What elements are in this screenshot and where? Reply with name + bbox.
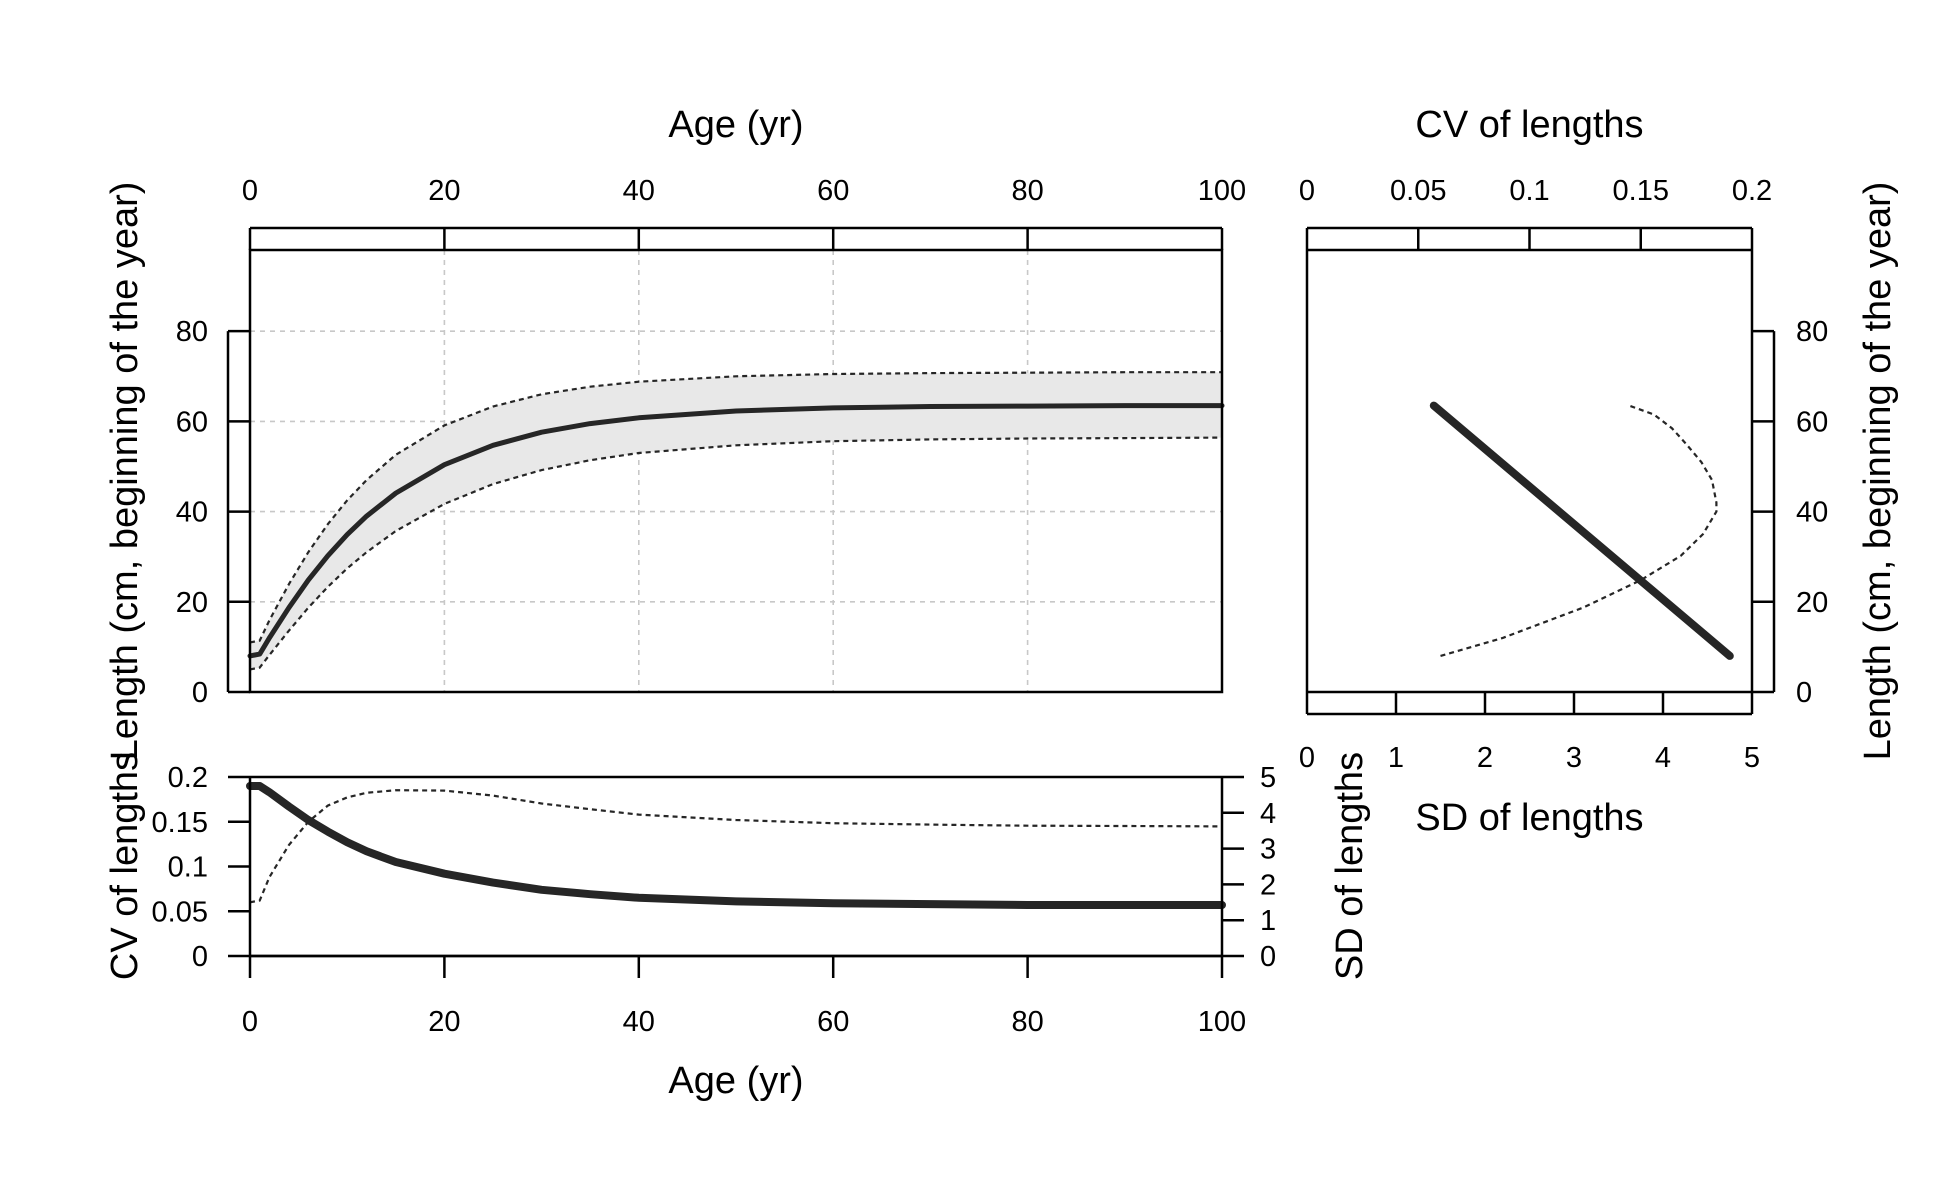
y-tick-label-left: 0.05 [152,896,208,928]
x-tick-label-bottom: 1 [1388,742,1404,774]
x-tick-label-bottom: 0 [1299,742,1315,774]
x-tick-label-top: 40 [623,175,655,207]
plot-frame [248,248,1224,694]
y-tick-label-right: 0 [1260,941,1276,973]
y-tick-label-left: 0.15 [152,807,208,839]
x-tick-label-top: 0 [242,175,258,207]
y-axis-title: Length (cm, beginning of the year) [104,182,146,761]
x-tick-label-top: 0.1 [1509,175,1549,207]
y-axis-title-right: SD of lengths [1329,752,1371,980]
x-tick-label-top: 0.2 [1732,175,1772,207]
y-tick-label-right: 5 [1260,762,1276,794]
interval-band [250,372,1222,670]
x-tick-label-bottom: 60 [817,1006,849,1038]
y-tick-label-right: 40 [1796,497,1828,529]
x-tick-label-bottom: 3 [1566,742,1582,774]
x-tick-label-top: 100 [1198,175,1246,207]
y-tick-label-right: 2 [1260,869,1276,901]
growth-panel: 0 20 40 60 80 100 Age (yr) 0 20 40 60 80 Length (cm,… [104,104,1246,760]
y-axis-title-right: Length (cm, beginning of the year) [1857,182,1899,761]
x-tick-label-bottom: 100 [1198,1006,1246,1038]
y-tick-label-right: 0 [1796,677,1812,709]
y-tick-label: 40 [176,497,208,529]
x-tick-label-bottom: 20 [428,1006,460,1038]
cv-by-length-line [1429,401,1734,660]
x-tick-label-bottom: 40 [623,1006,655,1038]
x-axis-title-bottom: SD of lengths [1415,797,1643,839]
x-tick-label-bottom: 5 [1744,742,1760,774]
sd-line [249,789,1223,904]
x-tick-label-top: 80 [1011,175,1043,207]
y-tick-label-right: 20 [1796,587,1828,619]
x-tick-label-bottom: 4 [1655,742,1671,774]
x-axis-title-top: CV of lengths [1415,104,1643,146]
y-tick-label: 20 [176,587,208,619]
x-axis-title-top: Age (yr) [668,104,803,146]
y-tick-label-right: 1 [1260,905,1276,937]
y-tick-label: 60 [176,406,208,438]
x-tick-label-top: 0.15 [1613,175,1669,207]
x-tick-label-bottom: 2 [1477,742,1493,774]
x-tick-label-bottom: 0 [242,1006,258,1038]
y-tick-label-right: 3 [1260,834,1276,866]
x-tick-label-bottom: 80 [1011,1006,1043,1038]
y-tick-label: 0 [192,677,208,709]
y-tick-label-right: 4 [1260,798,1276,830]
x-tick-label-top: 60 [817,175,849,207]
y-tick-label: 80 [176,316,208,348]
cv-line [246,782,1226,909]
y-tick-label-left: 0.1 [168,852,208,884]
y-tick-label-left: 0 [192,941,208,973]
y-tick-label-right: 80 [1796,316,1828,348]
y-axis-title-left: CV of lengths [104,752,146,980]
x-tick-label-top: 20 [428,175,460,207]
y-tick-label-left: 0.2 [168,762,208,794]
x-axis-title-bottom: Age (yr) [668,1060,803,1102]
cv-sd-by-length-panel: 0 0.05 0.1 0.15 0.2 CV of lengths 0 1 2 3 4 5 SD of … [1299,104,1899,839]
x-tick-label-top: 0 [1299,175,1315,207]
mean-length-line [247,403,1225,659]
y-tick-label-right: 60 [1796,406,1828,438]
upper-bound-line [249,371,1222,644]
x-tick-label-top: 0.05 [1390,175,1446,207]
